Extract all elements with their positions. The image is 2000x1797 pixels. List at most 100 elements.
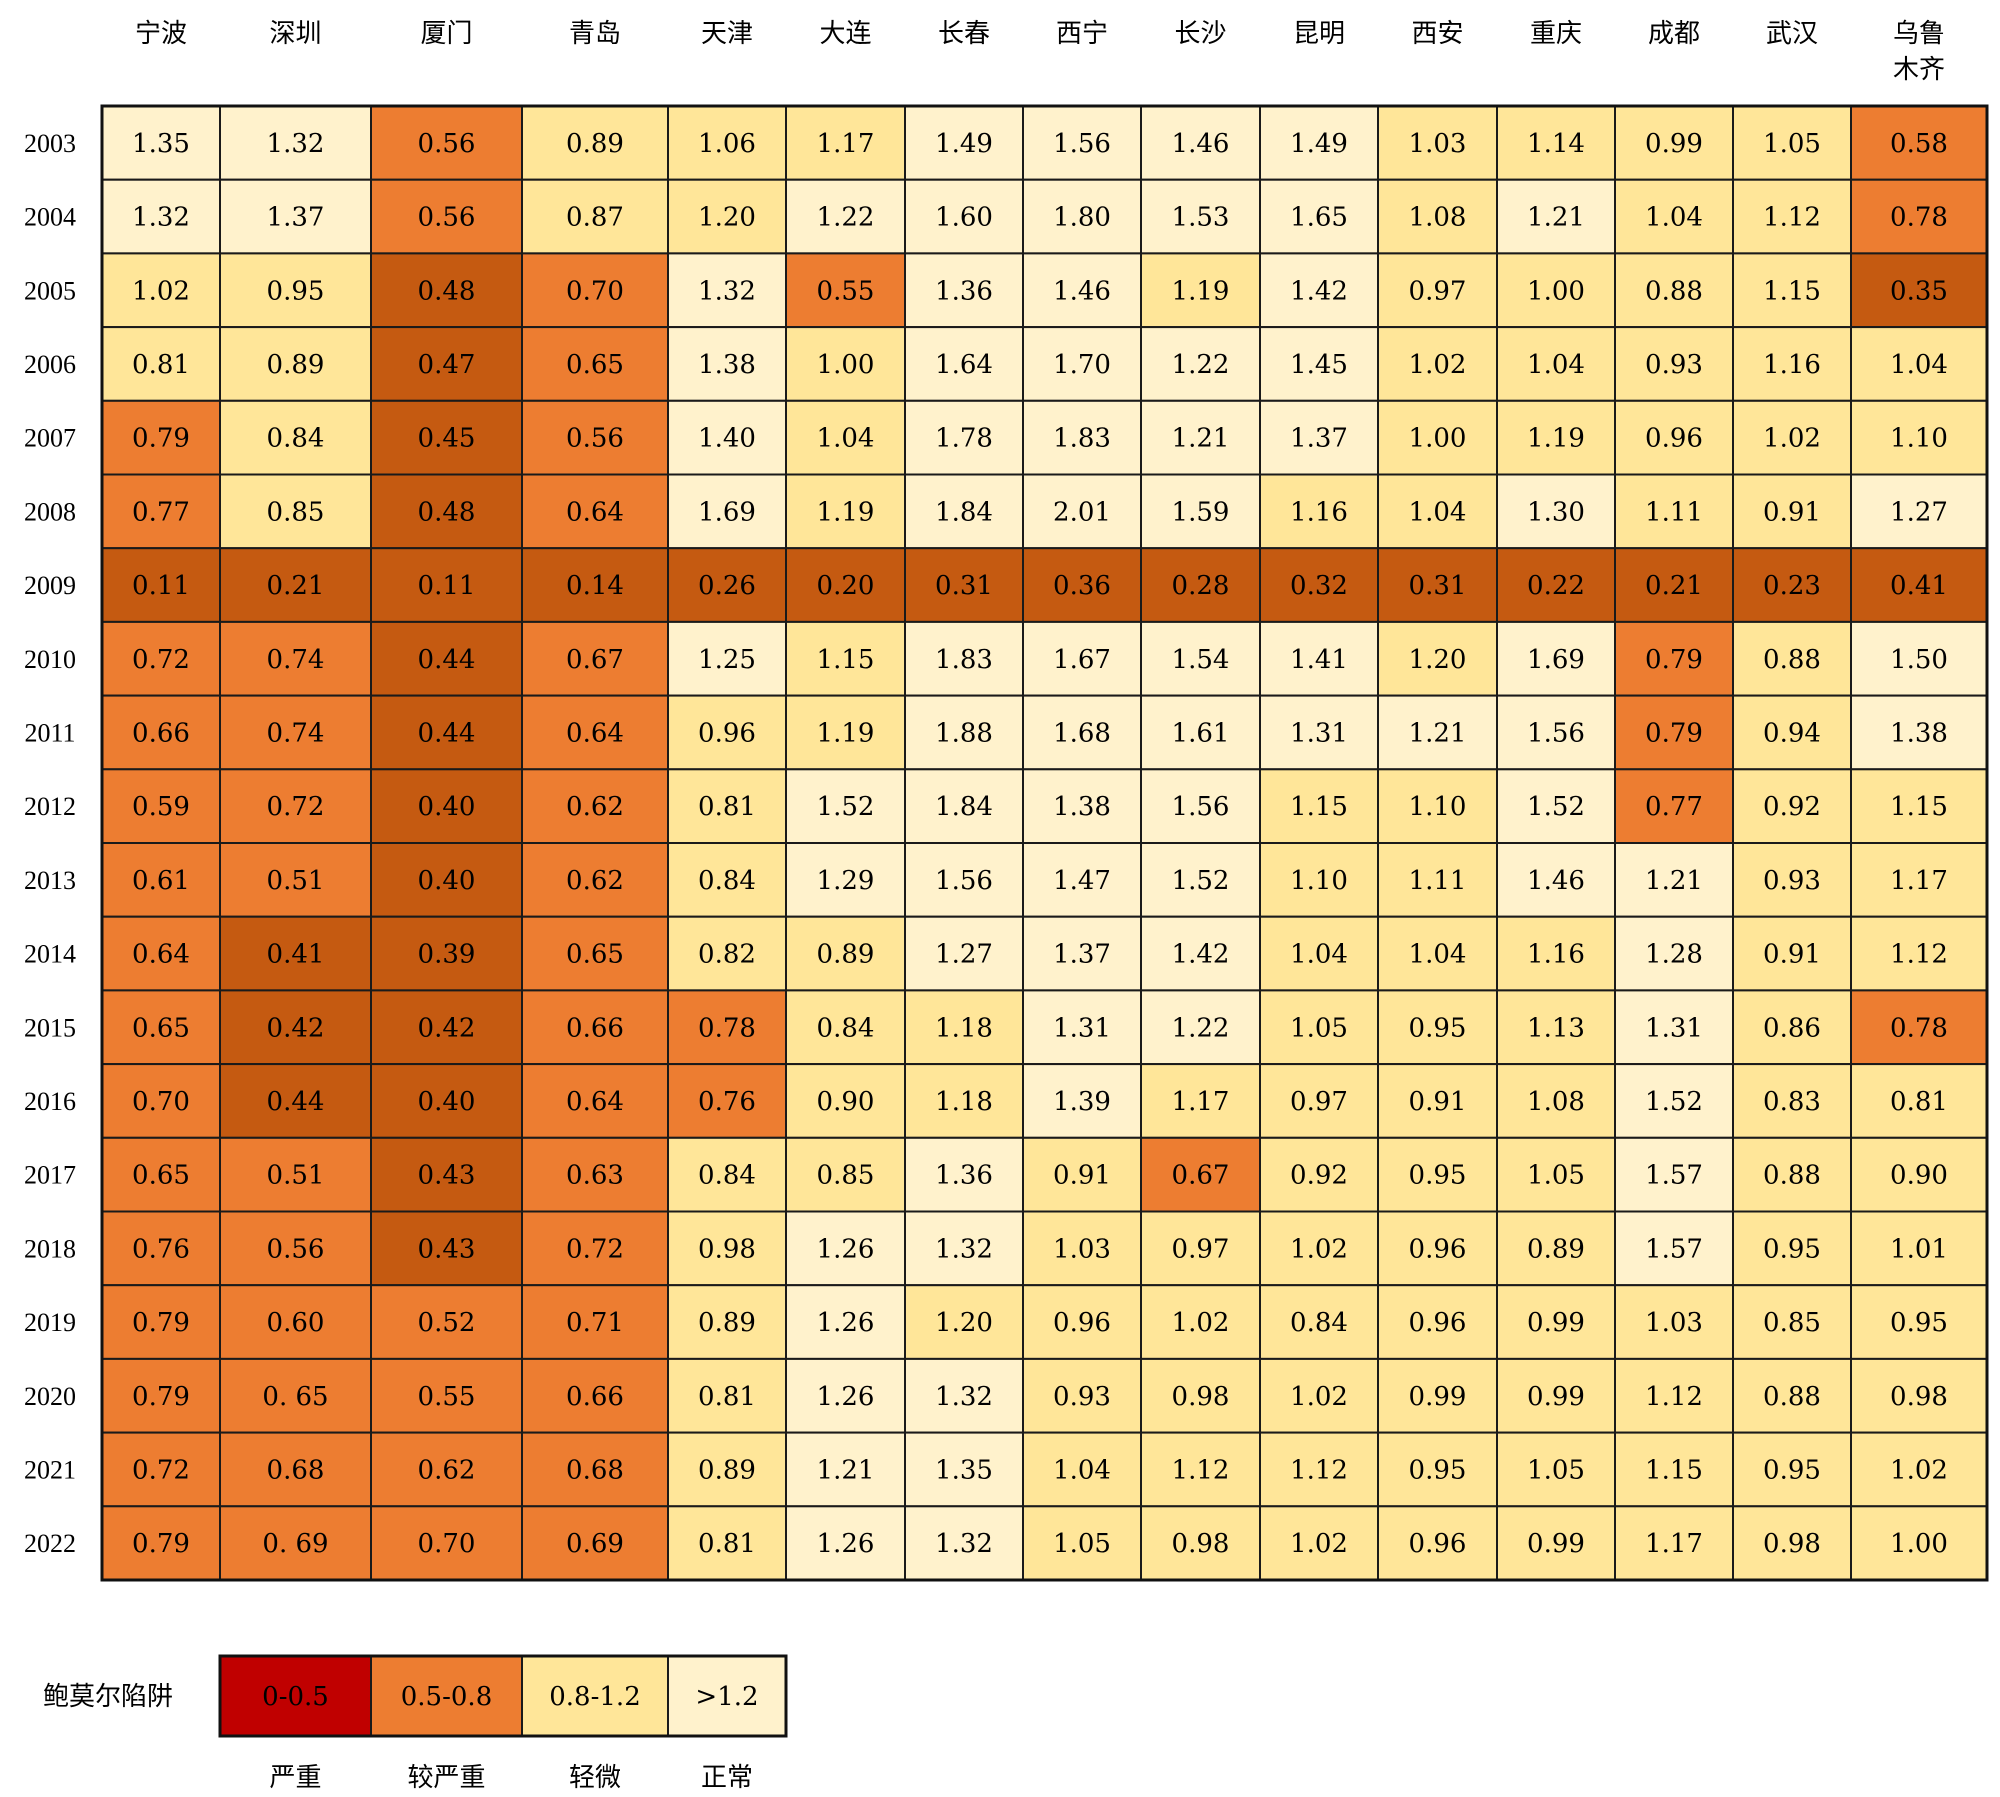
cell-value-label: 0.88 (1763, 645, 1821, 675)
heatmap-cell (370, 1357, 523, 1434)
cell-value-label: 1.32 (935, 1234, 993, 1264)
heatmap-cell (785, 473, 906, 550)
cell-value-label: 1.00 (817, 350, 875, 380)
heatmap-cell (1850, 989, 1988, 1066)
cell-value-label: 0.56 (566, 424, 624, 454)
cell-value-label: 1.22 (817, 203, 875, 233)
heatmap-cell (101, 1210, 221, 1287)
row-label: 2015 (24, 1013, 76, 1042)
heatmap-cell (1496, 105, 1616, 181)
heatmap-cell (785, 1505, 906, 1582)
heatmap-cell (904, 842, 1024, 918)
cell-value-label: 0.88 (1763, 1161, 1821, 1191)
heatmap-cell (1850, 399, 1988, 476)
column-header: 成都 (1648, 19, 1700, 49)
heatmap-cell (1614, 252, 1734, 329)
cell-value-label: 0.71 (566, 1308, 624, 1338)
cell-value-label: 0.92 (1290, 1161, 1348, 1191)
cell-value-label: 1.21 (1172, 424, 1230, 454)
cell-value-label: 1.13 (1527, 1013, 1585, 1043)
heatmap-cell (1732, 915, 1852, 992)
cell-value-label: 0.70 (132, 1087, 190, 1117)
grid-border (100, 104, 1989, 1582)
cell-value-label: 1.69 (1527, 645, 1585, 675)
heatmap-cell (521, 768, 669, 844)
heatmap-cell (219, 989, 372, 1066)
heatmap-cell (1614, 399, 1734, 476)
cell-value-label: 0.68 (566, 1455, 624, 1485)
heatmap-cell (1022, 1431, 1142, 1508)
cell-value-label: 1.04 (1409, 497, 1467, 527)
cell-value-label: 0.84 (1290, 1308, 1348, 1338)
cell-value-label: 1.26 (817, 1234, 875, 1264)
heatmap-cell (785, 178, 906, 255)
cell-value-label: 1.11 (1645, 497, 1703, 527)
heatmap-cell (1732, 399, 1852, 476)
heatmap-cell (785, 694, 906, 771)
cell-value-label: 0.81 (698, 792, 756, 822)
cell-value-label: 0.98 (1763, 1529, 1821, 1559)
heatmap-cell (1850, 1431, 1988, 1508)
column-header: 乌鲁木齐 (1893, 19, 1945, 85)
cell-value-label: 1.38 (1890, 718, 1948, 748)
cell-value-label: 0.89 (267, 350, 325, 380)
cell-value-label: 0.51 (267, 866, 325, 896)
cell-value-label: 1.12 (1290, 1455, 1348, 1485)
heatmap-cell (1732, 1210, 1852, 1287)
heatmap-cell (521, 1357, 669, 1434)
cell-value-label: 1.39 (1053, 1087, 1111, 1117)
heatmap-cell (785, 399, 906, 476)
heatmap-cell (1259, 842, 1379, 918)
cell-value-label: 1.03 (1053, 1234, 1111, 1264)
heatmap-cell (904, 1136, 1024, 1213)
cell-value-label: 1.37 (1290, 424, 1348, 454)
cell-value-label: 0.65 (566, 350, 624, 380)
cell-value-label: 1.42 (1290, 276, 1348, 306)
cell-value-label: 0.64 (566, 497, 624, 527)
heatmap-cell (1377, 768, 1498, 844)
cell-value-label: 0.40 (418, 792, 476, 822)
row-label: 2022 (24, 1529, 76, 1558)
heatmap-cell (1732, 694, 1852, 771)
heatmap-cell (101, 399, 221, 476)
heatmap-cell (219, 178, 372, 255)
cell-value-label: 1.56 (1053, 129, 1111, 159)
cell-value-label: 1.12 (1763, 203, 1821, 233)
heatmap-cell (101, 915, 221, 992)
heatmap-cell (101, 989, 221, 1066)
cell-value-label: 1.02 (1763, 424, 1821, 454)
cell-value-label: 1.17 (1890, 866, 1948, 896)
cell-value-label: 1.69 (698, 497, 756, 527)
cell-value-label: 1.49 (1290, 129, 1348, 159)
cell-value-label: 0.99 (1645, 129, 1703, 159)
heatmap-cell (521, 1505, 669, 1582)
cell-value-label: 0.62 (418, 1455, 476, 1485)
cell-value-label: 1.32 (935, 1529, 993, 1559)
cell-value-label: 1.10 (1409, 792, 1467, 822)
cell-value-label: 1.54 (1172, 645, 1230, 675)
heatmap-cell (667, 1210, 787, 1287)
heatmap-cell (1377, 694, 1498, 771)
heatmap-cell (1496, 1136, 1616, 1213)
cell-value-label: 0.83 (1763, 1087, 1821, 1117)
heatmap-cell (1140, 547, 1261, 623)
cell-value-label: 0.62 (566, 866, 624, 896)
cell-value-label: 1.56 (1172, 792, 1230, 822)
cell-value-label: 0.65 (132, 1013, 190, 1043)
legend-category-label: 较严重 (407, 1763, 485, 1793)
cell-value-label: 0.79 (132, 424, 190, 454)
heatmap-cell (370, 473, 523, 550)
row-label: 2011 (24, 718, 75, 747)
heatmap-cell (785, 1284, 906, 1360)
heatmap-cell (785, 1357, 906, 1434)
heatmap-cell (1377, 1357, 1498, 1434)
heatmap-cell (521, 178, 669, 255)
cell-value-label: 1.46 (1172, 129, 1230, 159)
row-label: 2005 (24, 276, 76, 305)
column-header: 重庆 (1530, 19, 1582, 49)
cell-value-label: 1.65 (1290, 203, 1348, 233)
cell-value-label: 1.57 (1645, 1234, 1703, 1264)
cell-value-label: 0.78 (698, 1013, 756, 1043)
row-label: 2003 (24, 129, 76, 158)
